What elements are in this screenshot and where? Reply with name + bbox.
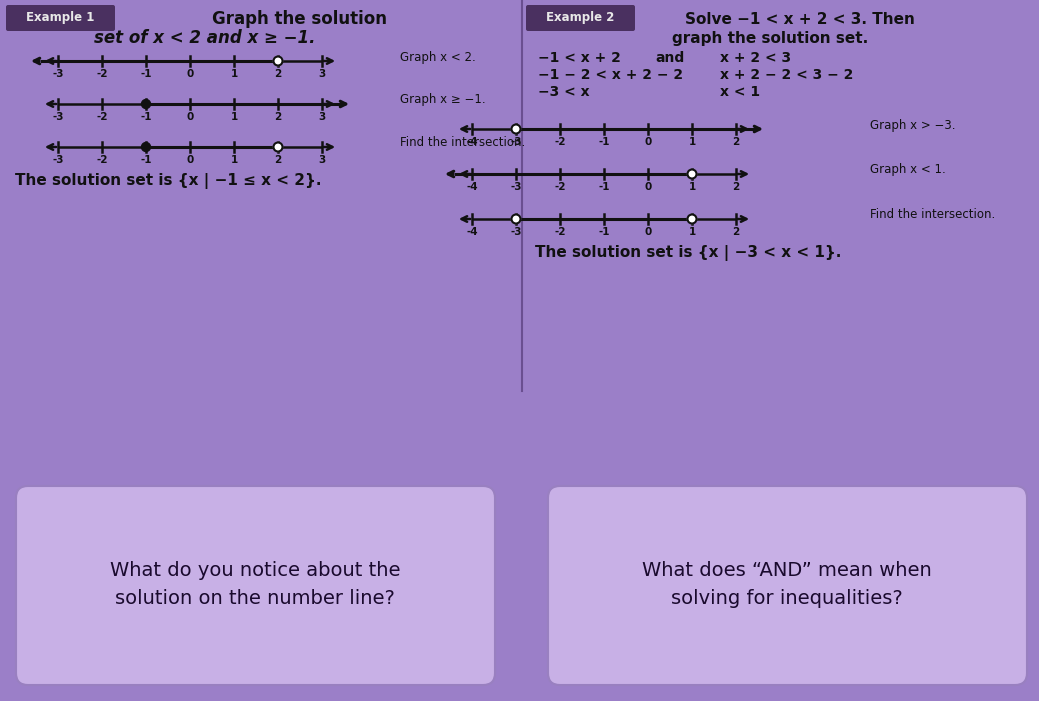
- Circle shape: [511, 125, 521, 133]
- Text: Graph x > −3.: Graph x > −3.: [870, 118, 956, 132]
- Circle shape: [688, 215, 696, 224]
- Text: -1: -1: [598, 137, 610, 147]
- Text: Example 1: Example 1: [26, 11, 95, 25]
- Text: -3: -3: [510, 182, 522, 192]
- Text: 3: 3: [318, 69, 325, 79]
- Text: -3: -3: [510, 227, 522, 237]
- Text: The solution set is {x | −3 < x < 1}.: The solution set is {x | −3 < x < 1}.: [535, 245, 842, 261]
- FancyBboxPatch shape: [548, 486, 1027, 685]
- Text: -4: -4: [467, 227, 478, 237]
- Text: Graph the solution: Graph the solution: [213, 10, 388, 28]
- Text: 3: 3: [318, 155, 325, 165]
- Text: Find the intersection.: Find the intersection.: [870, 208, 995, 222]
- Text: 1: 1: [689, 137, 696, 147]
- Text: Example 2: Example 2: [545, 11, 614, 25]
- Text: -4: -4: [467, 182, 478, 192]
- Text: -2: -2: [554, 182, 566, 192]
- Text: 1: 1: [231, 69, 238, 79]
- Circle shape: [141, 142, 151, 151]
- Text: 1: 1: [231, 112, 238, 122]
- Text: -4: -4: [467, 137, 478, 147]
- Text: 0: 0: [644, 137, 651, 147]
- Text: -1: -1: [140, 155, 152, 165]
- Text: 0: 0: [644, 182, 651, 192]
- Text: −1 − 2 < x + 2 − 2: −1 − 2 < x + 2 − 2: [538, 68, 683, 82]
- Text: What do you notice about the: What do you notice about the: [110, 562, 400, 580]
- Text: x + 2 − 2 < 3 − 2: x + 2 − 2 < 3 − 2: [720, 68, 853, 82]
- Text: -1: -1: [598, 182, 610, 192]
- Text: −3 < x: −3 < x: [538, 85, 589, 99]
- Circle shape: [688, 170, 696, 179]
- Text: Graph x < 1.: Graph x < 1.: [870, 163, 945, 177]
- Text: 2: 2: [732, 182, 740, 192]
- Text: −1 < x + 2: −1 < x + 2: [538, 51, 621, 65]
- Text: 2: 2: [732, 227, 740, 237]
- Text: -2: -2: [554, 137, 566, 147]
- Text: 1: 1: [231, 155, 238, 165]
- Text: 0: 0: [186, 69, 193, 79]
- Text: 2: 2: [274, 112, 282, 122]
- Text: x + 2 < 3: x + 2 < 3: [720, 51, 791, 65]
- Text: and: and: [656, 51, 685, 65]
- Text: graph the solution set.: graph the solution set.: [672, 31, 869, 46]
- Circle shape: [273, 142, 283, 151]
- Text: -1: -1: [598, 227, 610, 237]
- Text: Graph x ≥ −1.: Graph x ≥ −1.: [400, 93, 485, 107]
- Text: 1: 1: [689, 227, 696, 237]
- Text: -2: -2: [97, 155, 108, 165]
- Text: set of x < 2 and x ≥ −1.: set of x < 2 and x ≥ −1.: [95, 29, 316, 47]
- Text: -3: -3: [510, 137, 522, 147]
- Text: -2: -2: [97, 69, 108, 79]
- Circle shape: [273, 57, 283, 65]
- FancyBboxPatch shape: [6, 5, 115, 31]
- Text: -3: -3: [52, 69, 63, 79]
- Text: -3: -3: [52, 112, 63, 122]
- Text: 0: 0: [186, 112, 193, 122]
- Text: Solve −1 < x + 2 < 3. Then: Solve −1 < x + 2 < 3. Then: [685, 11, 915, 27]
- Text: -3: -3: [52, 155, 63, 165]
- Text: 2: 2: [274, 69, 282, 79]
- FancyBboxPatch shape: [526, 5, 635, 31]
- Text: 2: 2: [274, 155, 282, 165]
- Text: x < 1: x < 1: [720, 85, 761, 99]
- Text: solving for inequalities?: solving for inequalities?: [671, 589, 903, 608]
- Text: 0: 0: [644, 227, 651, 237]
- Text: 3: 3: [318, 112, 325, 122]
- FancyBboxPatch shape: [16, 486, 495, 685]
- Text: 2: 2: [732, 137, 740, 147]
- Text: 0: 0: [186, 155, 193, 165]
- Text: -1: -1: [140, 112, 152, 122]
- Text: -2: -2: [554, 227, 566, 237]
- Text: -1: -1: [140, 69, 152, 79]
- Text: What does “AND” mean when: What does “AND” mean when: [642, 562, 932, 580]
- Text: solution on the number line?: solution on the number line?: [115, 589, 395, 608]
- Circle shape: [141, 100, 151, 109]
- Text: Graph x < 2.: Graph x < 2.: [400, 50, 476, 64]
- Text: 1: 1: [689, 182, 696, 192]
- Text: -2: -2: [97, 112, 108, 122]
- Text: Find the intersection.: Find the intersection.: [400, 137, 526, 149]
- Text: The solution set is {x | −1 ≤ x < 2}.: The solution set is {x | −1 ≤ x < 2}.: [15, 173, 321, 189]
- Circle shape: [511, 215, 521, 224]
